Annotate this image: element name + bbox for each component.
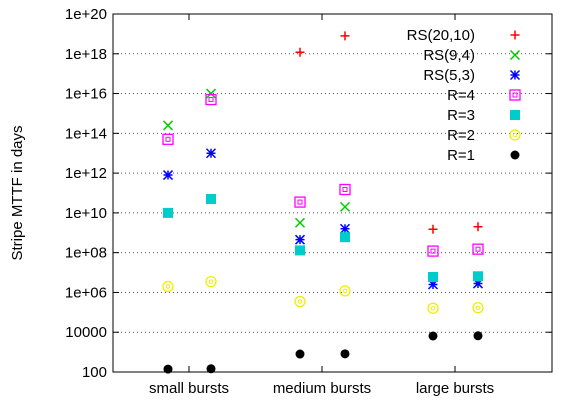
data-point-r-3 — [163, 207, 173, 218]
data-point-r-1 — [428, 331, 438, 341]
data-point-rs-5-3 — [205, 148, 217, 159]
data-point-r-1 — [163, 364, 173, 374]
y-axis-label: Stripe MTTF in days — [9, 125, 26, 260]
legend-label: RS(5,3) — [423, 67, 475, 84]
data-point-rs-20-10 — [295, 47, 305, 57]
legend: RS(20,10) RS(9,4) RS(5,3) R=4 R=3 R=2 R=1 — [407, 27, 521, 164]
data-point-rs-9-4 — [162, 120, 174, 131]
data-point-r-2 — [294, 295, 306, 308]
x-category-label: large bursts — [416, 380, 494, 397]
data-point-r-4 — [162, 133, 174, 145]
legend-label: R=2 — [447, 127, 475, 144]
data-points — [162, 31, 484, 374]
legend-label: RS(20,10) — [407, 27, 475, 44]
data-point-r-2 — [427, 302, 439, 314]
data-point-r-2 — [162, 280, 174, 293]
data-point-r-1 — [206, 364, 216, 374]
data-point-r-3 — [473, 271, 483, 282]
y-tick-label: 1e+18 — [65, 46, 107, 63]
legend-marker — [509, 49, 521, 61]
axes: 100 10000 1e+06 1e+08 1e+10 1e+12 1e+14 1e+16 1e… — [65, 6, 552, 397]
data-point-r-4 — [472, 243, 484, 255]
data-point-rs-20-10 — [428, 224, 438, 234]
data-point-rs-5-3 — [294, 234, 306, 245]
y-tick-label: 1e+10 — [65, 205, 107, 222]
data-point-r-2 — [339, 285, 351, 297]
data-point-r-4 — [294, 196, 306, 208]
data-point-r-1 — [473, 331, 483, 341]
x-category-label: small bursts — [149, 380, 229, 397]
y-tick-label: 10000 — [65, 324, 107, 341]
grid-lines — [113, 53, 552, 333]
plot-frame — [112, 13, 553, 373]
data-point-rs-20-10 — [473, 222, 483, 232]
y-tick-label: 1e+16 — [65, 86, 107, 103]
data-point-rs-5-3 — [339, 223, 351, 234]
data-point-rs-9-4 — [205, 88, 217, 99]
y-tick-label: 1e+06 — [65, 284, 107, 301]
legend-marker — [510, 30, 520, 40]
legend-marker — [509, 129, 521, 141]
data-point-r-3 — [340, 232, 350, 243]
data-point-r-4 — [427, 245, 439, 257]
data-point-r-2 — [205, 275, 217, 288]
data-point-rs-5-3 — [472, 278, 484, 289]
data-point-rs-9-4 — [294, 217, 306, 228]
data-point-r-1 — [295, 349, 305, 359]
y-tick-label: 1e+20 — [65, 6, 107, 23]
data-point-r-3 — [295, 245, 305, 256]
data-point-rs-9-4 — [339, 201, 351, 212]
y-tick-label: 1e+08 — [65, 245, 107, 262]
y-tick-label: 100 — [82, 364, 107, 381]
y-tick-label: 1e+12 — [65, 165, 107, 182]
y-tick-label: 1e+14 — [65, 125, 107, 142]
legend-marker — [509, 69, 521, 81]
data-point-rs-5-3 — [162, 170, 174, 181]
data-point-r-2 — [472, 302, 484, 314]
legend-marker — [510, 110, 520, 120]
legend-label: R=4 — [447, 87, 475, 104]
legend-label: R=3 — [447, 107, 475, 124]
legend-label: RS(9,4) — [423, 47, 475, 64]
data-point-r-4 — [339, 183, 351, 196]
legend-marker — [509, 89, 521, 101]
legend-marker — [510, 150, 520, 160]
data-point-rs-5-3 — [427, 279, 439, 290]
data-point-rs-20-10 — [340, 31, 350, 41]
data-point-r-3 — [428, 271, 438, 282]
data-point-r-3 — [206, 193, 216, 204]
legend-label: R=1 — [447, 147, 475, 164]
data-point-r-1 — [340, 349, 350, 359]
data-point-r-4 — [205, 93, 217, 106]
x-category-label: medium bursts — [273, 380, 371, 397]
